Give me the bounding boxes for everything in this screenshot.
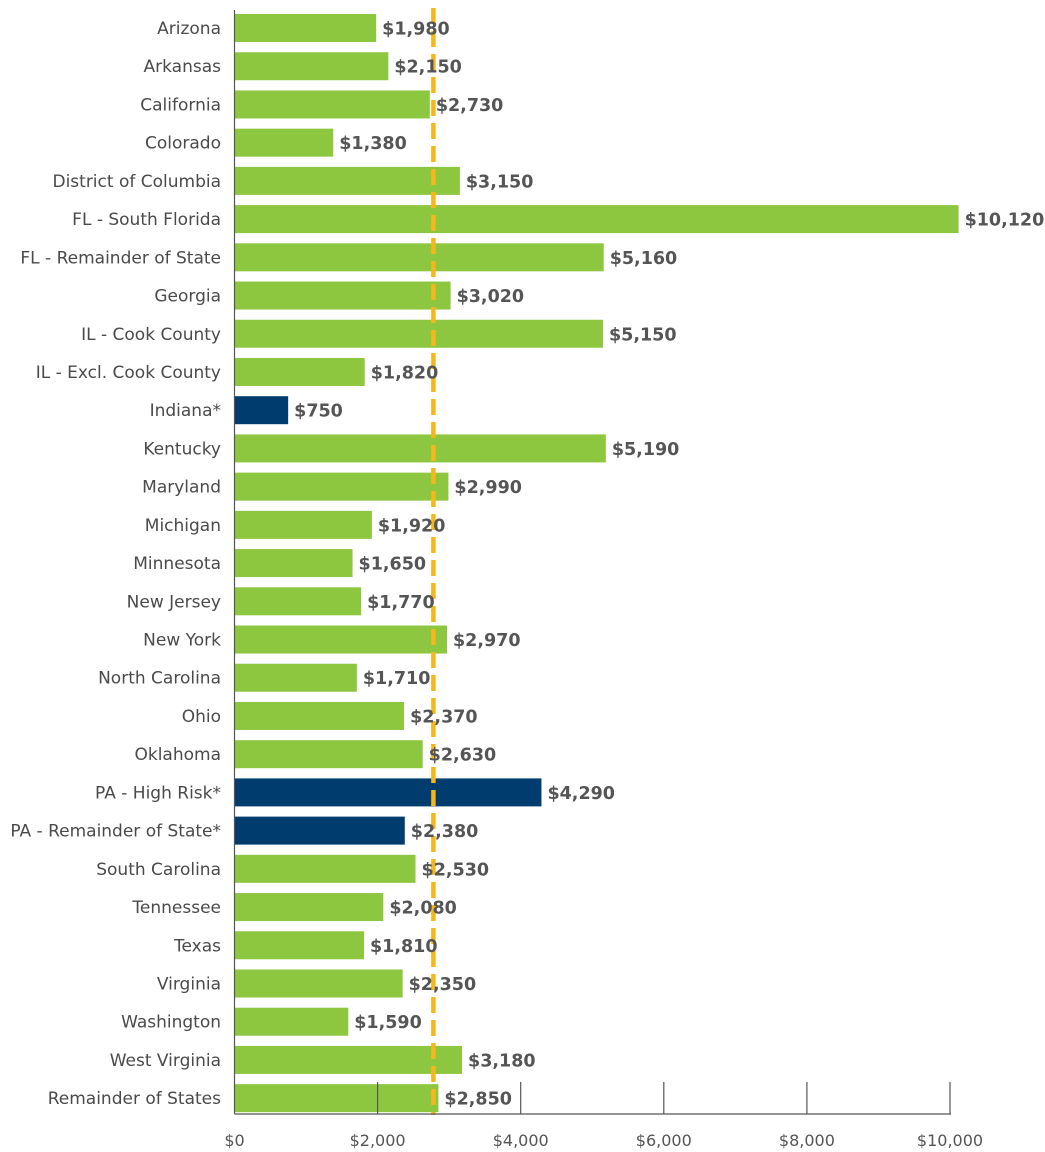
category-label: District of Columbia: [52, 172, 221, 192]
bar: [234, 1045, 463, 1074]
value-label: $5,160: [610, 249, 678, 269]
bar: [234, 90, 430, 119]
x-tick-label: $10,000: [917, 1131, 983, 1150]
category-label: Georgia: [154, 287, 221, 307]
value-label: $1,920: [378, 516, 446, 536]
value-label: $3,020: [457, 287, 525, 307]
bar: [234, 128, 334, 157]
category-label: FL - South Florida: [72, 210, 221, 230]
category-label: Michigan: [145, 516, 221, 536]
category-label: Indiana*: [150, 401, 221, 421]
bar: [234, 281, 451, 310]
value-label: $1,980: [382, 20, 450, 40]
value-label: $2,730: [436, 96, 504, 116]
value-label: $1,650: [359, 555, 427, 575]
value-label: $2,970: [453, 631, 521, 651]
category-label: Washington: [121, 1013, 221, 1033]
category-label: Virginia: [157, 975, 221, 995]
value-label: $2,350: [409, 975, 477, 995]
bar: [234, 969, 403, 998]
bar: [234, 893, 384, 922]
value-label: $2,530: [422, 860, 490, 880]
bar: [234, 14, 377, 42]
category-label: Colorado: [145, 134, 221, 154]
category-label: IL - Cook County: [81, 325, 221, 345]
category-label: Maryland: [142, 478, 221, 498]
x-tick-label: $4,000: [493, 1131, 549, 1150]
bar: [234, 396, 289, 425]
value-label: $1,820: [371, 363, 439, 383]
bar: [234, 510, 372, 539]
category-label: IL - Excl. Cook County: [36, 363, 221, 383]
category-label: Texas: [173, 936, 221, 956]
bar: [234, 931, 365, 960]
value-label: $4,290: [547, 784, 615, 804]
category-label: West Virginia: [110, 1051, 221, 1071]
bar: [234, 1007, 349, 1036]
category-label: PA - Remainder of State*: [10, 822, 221, 842]
value-label: $2,080: [389, 899, 457, 919]
value-label: $3,180: [468, 1051, 536, 1071]
bar: [234, 701, 405, 730]
category-label: New York: [143, 631, 221, 651]
labels-layer: Arizona $1,980 Arkansas $2,150 California $2,…: [10, 19, 1044, 1110]
bar: [234, 243, 604, 272]
category-label: South Carolina: [96, 860, 221, 880]
value-label: $1,710: [363, 669, 431, 689]
category-label: Arizona: [157, 19, 221, 39]
value-label: $1,770: [367, 593, 435, 613]
bar: [234, 1084, 439, 1113]
bars-layer: [234, 14, 959, 1113]
value-label: $1,810: [370, 937, 438, 957]
x-tick-label: $6,000: [636, 1131, 692, 1150]
category-label: Kentucky: [143, 439, 221, 459]
category-label: New Jersey: [127, 592, 221, 612]
bar: [234, 854, 416, 883]
category-label: FL - Remainder of State: [20, 248, 221, 268]
bar: [234, 52, 389, 81]
category-label: Remainder of States: [48, 1089, 221, 1109]
value-label: $750: [294, 402, 343, 422]
category-label: Oklahoma: [134, 745, 221, 765]
bar: [234, 319, 603, 348]
category-label: Minnesota: [133, 554, 221, 574]
value-label: $2,850: [444, 1090, 512, 1110]
bar: [234, 740, 423, 769]
x-tick-label: $8,000: [779, 1131, 835, 1150]
category-label: PA - High Risk*: [95, 783, 221, 803]
value-label: $3,150: [466, 172, 534, 192]
bar: [234, 663, 357, 692]
category-label: California: [140, 95, 221, 115]
bar: [234, 434, 606, 463]
bar: [234, 587, 362, 616]
bar: [234, 625, 447, 654]
value-label: $2,150: [394, 58, 462, 78]
axis-layer: $0 $2,000 $4,000 $6,000 $8,000 $10,000: [224, 10, 983, 1150]
x-tick-label: $2,000: [350, 1131, 406, 1150]
value-label: $5,190: [612, 440, 680, 460]
value-label: $1,590: [354, 1013, 422, 1033]
bar: [234, 357, 365, 386]
bar: [234, 778, 542, 807]
value-label: $10,120: [965, 211, 1045, 231]
bar: [234, 205, 959, 234]
value-label: $2,990: [454, 478, 522, 498]
value-label: $1,380: [339, 134, 407, 154]
value-label: $2,630: [429, 746, 497, 766]
category-label: Ohio: [182, 707, 221, 727]
bar: [234, 472, 449, 501]
x-tick-label: $0: [224, 1131, 244, 1150]
category-label: North Carolina: [98, 669, 221, 689]
value-label: $2,380: [411, 822, 479, 842]
value-label: $2,370: [410, 707, 478, 727]
bar: [234, 166, 460, 195]
bar: [234, 816, 405, 845]
category-label: Arkansas: [144, 57, 222, 77]
value-label: $5,150: [609, 325, 677, 345]
category-label: Tennessee: [131, 898, 221, 918]
bar: [234, 549, 353, 578]
